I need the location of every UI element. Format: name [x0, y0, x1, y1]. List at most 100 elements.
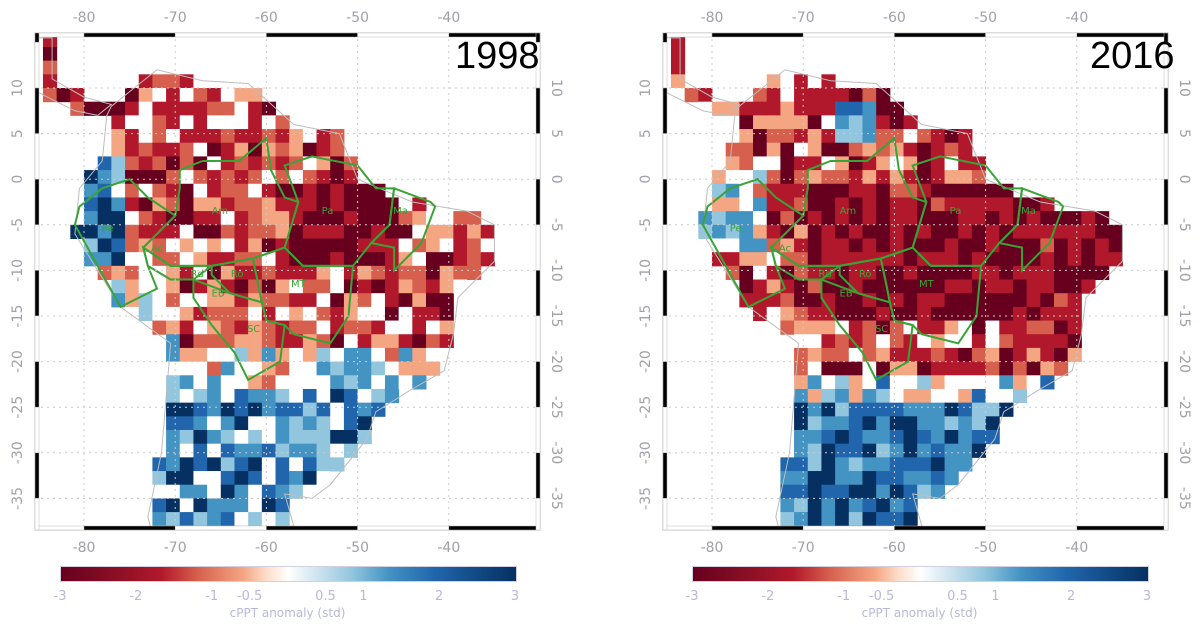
- grid-cell: [985, 320, 1000, 335]
- grid-cell: [193, 252, 208, 267]
- grid-cell: [794, 265, 809, 281]
- grid-cell: [958, 293, 973, 308]
- grid-cell: [316, 443, 331, 458]
- grid-cell: [330, 306, 345, 322]
- grid-cell: [316, 347, 331, 363]
- grid-cell: [302, 279, 318, 294]
- grid-cell: [289, 443, 304, 458]
- grid-cell: [234, 279, 249, 294]
- grid-cell: [835, 170, 850, 185]
- grid-cell: [848, 101, 863, 116]
- grid-cell: [193, 306, 208, 322]
- region-label: Ma: [1021, 206, 1036, 217]
- grid-cell: [330, 238, 345, 253]
- grid-cell: [439, 211, 454, 226]
- grid-cell: [821, 498, 836, 513]
- grid-cell: [207, 334, 222, 349]
- grid-cell: [971, 265, 987, 281]
- grid-cell: [821, 252, 836, 267]
- grid-cell: [794, 238, 809, 253]
- grid-cell: [903, 224, 918, 239]
- grid-cell: [193, 375, 208, 390]
- lat-tick-label: -5: [1176, 218, 1192, 232]
- grid-cell: [343, 170, 359, 185]
- grid-cell: [889, 265, 905, 281]
- grid-cell: [275, 416, 290, 431]
- grid-cell: [835, 129, 850, 144]
- grid-cell: [453, 252, 468, 267]
- grid-cell: [248, 388, 263, 404]
- grid-cell: [357, 183, 372, 198]
- grid-cell: [125, 197, 140, 212]
- grid-cell: [166, 170, 181, 185]
- colorbar-tick-label: 0.5: [315, 589, 336, 604]
- grid-cell: [944, 347, 959, 363]
- axis-bar: [1163, 315, 1169, 362]
- grid-cell: [261, 443, 277, 458]
- grid-cell: [739, 142, 754, 157]
- grid-cell: [193, 471, 208, 486]
- grid-cell: [958, 402, 973, 417]
- grid-cell: [848, 183, 863, 198]
- axis-bar: [266, 525, 358, 531]
- grid-cell: [426, 238, 441, 253]
- grid-cell: [261, 211, 277, 226]
- grid-cell: [862, 183, 877, 198]
- lat-tick-label: -25: [10, 396, 26, 419]
- grid-cell: [439, 238, 454, 253]
- grid-cell: [766, 74, 781, 89]
- grid-cell: [821, 224, 836, 239]
- grid-cell: [426, 320, 441, 335]
- grid-cell: [426, 252, 441, 267]
- axis-bar: [894, 32, 986, 38]
- grid-cell: [739, 279, 754, 294]
- axis-bar: [535, 406, 541, 454]
- grid-cell: [794, 101, 809, 116]
- grid-cell: [862, 156, 877, 171]
- colorbar-title: cPPT anomaly (std): [229, 606, 346, 620]
- grid-cell: [234, 375, 249, 390]
- grid-cell: [766, 224, 781, 239]
- grid-cell: [835, 142, 850, 157]
- grid-cell: [111, 197, 126, 212]
- lat-tick-label: -5: [638, 218, 654, 232]
- grid-cell: [944, 457, 959, 472]
- grid-cell: [930, 471, 946, 486]
- grid-cell: [412, 347, 427, 363]
- axis-bar: [662, 32, 713, 38]
- grid-cell: [234, 416, 249, 431]
- grid-cell: [848, 88, 863, 103]
- grid-cell: [179, 430, 194, 445]
- grid-cell: [698, 101, 713, 116]
- region-outline: [820, 278, 914, 382]
- grid-cell: [316, 471, 331, 486]
- region-label: EB: [839, 288, 852, 299]
- grid-cell: [330, 156, 345, 171]
- grid-cell: [917, 142, 932, 157]
- grid-cell: [794, 252, 809, 267]
- grid-cell: [807, 375, 822, 390]
- grid-cell: [917, 457, 932, 472]
- grid-cell: [670, 46, 686, 62]
- grid-cell: [330, 416, 345, 431]
- grid-cell: [903, 211, 918, 226]
- grid-cell: [821, 320, 836, 335]
- grid-cell: [876, 498, 891, 513]
- grid-cell: [917, 375, 932, 390]
- colorbar: [692, 566, 1149, 582]
- grid-cell: [971, 347, 987, 363]
- grid-cell: [985, 347, 1000, 363]
- grid-cell: [166, 320, 181, 335]
- grid-cell: [794, 129, 809, 144]
- grid-cell: [876, 334, 891, 349]
- grid-cell: [166, 88, 181, 103]
- grid-cell: [289, 402, 304, 417]
- grid-cell: [1040, 361, 1055, 376]
- lon-tick-label: -60: [255, 10, 278, 26]
- grid-cell: [207, 375, 222, 390]
- grid-cell: [835, 156, 850, 171]
- grid-cell: [684, 88, 699, 103]
- grid-cell: [876, 375, 891, 390]
- grid-cell: [876, 361, 891, 376]
- region-outline: [997, 186, 1065, 273]
